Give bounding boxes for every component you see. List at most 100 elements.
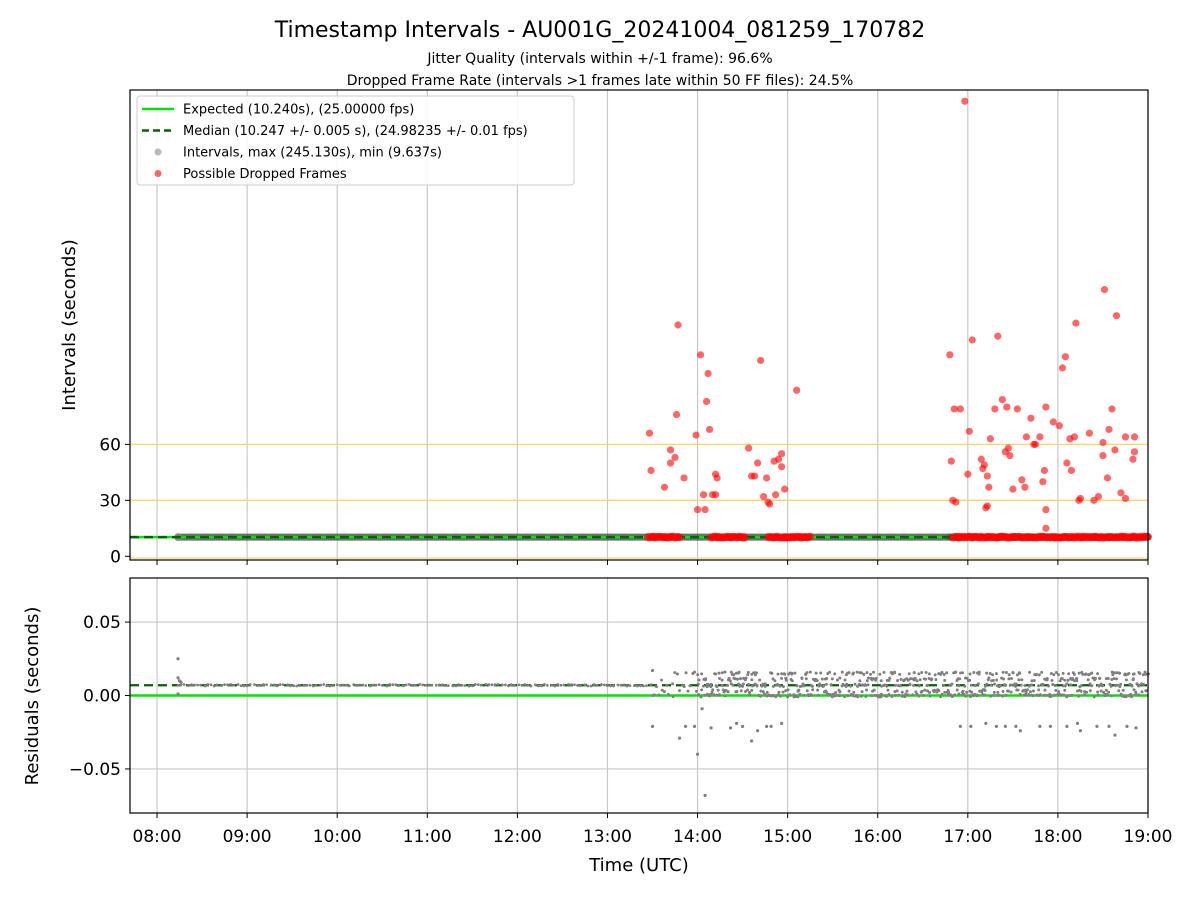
residual-point [1072, 679, 1076, 683]
residual-point [835, 678, 839, 682]
dropped-frame-point [1094, 492, 1103, 501]
residual-point [1003, 724, 1007, 728]
residual-point [292, 684, 296, 688]
dropped-frame-point [1111, 446, 1119, 454]
dropped-frame-point [696, 351, 705, 359]
intervals-axes-frame [129, 89, 1149, 561]
dropped-frame-point [1004, 444, 1012, 452]
dropped-frame-point [1130, 448, 1139, 456]
residual-point [633, 684, 636, 688]
residual-point [451, 684, 455, 688]
residual-point [1141, 673, 1145, 677]
intervals-y-tick-label: 60 [99, 435, 121, 455]
dropped-frame-point [1018, 476, 1026, 484]
residual-point [410, 683, 414, 687]
residual-point [800, 677, 804, 681]
residual-point [517, 683, 521, 687]
residual-point [896, 678, 900, 682]
residuals-y-tick-label: −0.05 [69, 760, 121, 780]
residual-point [906, 678, 910, 682]
residual-point [734, 721, 739, 726]
residuals-series [130, 657, 1150, 797]
residual-point [975, 693, 979, 697]
residual-point [1025, 688, 1029, 692]
residual-point [583, 683, 587, 687]
residual-point [1138, 672, 1142, 676]
chart-subtitle-jitter: Jitter Quality (intervals within +/-1 fr… [426, 51, 772, 67]
residual-point [695, 752, 700, 756]
residual-point [1067, 672, 1071, 676]
residual-point [688, 684, 692, 688]
residual-point [750, 688, 754, 692]
residual-point [1001, 670, 1005, 674]
residual-point [612, 684, 615, 688]
dropped-frame-point [692, 431, 700, 439]
dropped-frame-point [701, 506, 709, 514]
residual-point [994, 672, 998, 676]
residual-point [650, 724, 655, 728]
residual-point [223, 683, 226, 687]
residual-point [1069, 683, 1073, 687]
residual-point [275, 684, 279, 688]
residual-point [716, 688, 720, 692]
residual-point [215, 683, 219, 687]
dropped-frame-point [1099, 451, 1107, 460]
residual-point [248, 683, 252, 686]
residual-point [1141, 682, 1145, 686]
residual-point [625, 684, 629, 688]
residual-point [955, 678, 959, 682]
residual-point [659, 678, 663, 682]
residual-point [229, 683, 232, 686]
residual-point [917, 694, 921, 698]
residual-point [1066, 678, 1070, 682]
residual-point [905, 689, 909, 693]
residual-point [1024, 693, 1028, 697]
dropped-frame-point [705, 425, 714, 434]
residual-point [924, 671, 928, 675]
dropped-frame-point [772, 491, 780, 499]
residual-point [639, 684, 642, 688]
dropped-frame-point [1105, 425, 1113, 434]
dropped-frame-point [994, 332, 1002, 340]
residual-point [871, 670, 875, 674]
residual-point [1085, 690, 1089, 694]
residual-point [771, 677, 775, 681]
residual-point [1075, 721, 1080, 726]
residual-point [804, 677, 808, 681]
residual-point [1001, 694, 1005, 698]
residual-point [843, 678, 847, 682]
residual-point [199, 683, 202, 687]
dropped-frame-point [1003, 403, 1011, 411]
residual-point [269, 683, 273, 687]
residual-point [934, 678, 938, 682]
residual-point [322, 683, 326, 686]
legend-box [136, 95, 575, 186]
residual-point [364, 684, 368, 687]
residual-point [1062, 693, 1066, 697]
residual-point [750, 684, 754, 688]
residual-point [440, 683, 444, 687]
x-tick-label: 13:00 [583, 827, 632, 847]
dropped-frame-point [977, 455, 985, 463]
residual-point [859, 694, 863, 698]
x-tick-label: 14:00 [673, 827, 722, 847]
residual-point [747, 690, 751, 694]
residual-point [1009, 690, 1013, 694]
intervals-y-tick-label: 30 [99, 491, 121, 511]
residual-point [973, 684, 977, 688]
residual-point [503, 683, 507, 687]
residual-point [780, 721, 784, 726]
residual-point [805, 689, 809, 693]
residual-point [828, 670, 832, 674]
residual-point [1099, 689, 1103, 693]
residual-point [673, 671, 677, 675]
residual-point [833, 694, 837, 698]
residual-point [983, 693, 987, 697]
residual-point [820, 677, 824, 681]
residual-point [666, 692, 670, 696]
residual-point [388, 682, 392, 686]
residual-point [917, 672, 921, 676]
residual-point [731, 683, 735, 687]
residual-point [961, 689, 965, 693]
residual-point [829, 683, 833, 687]
